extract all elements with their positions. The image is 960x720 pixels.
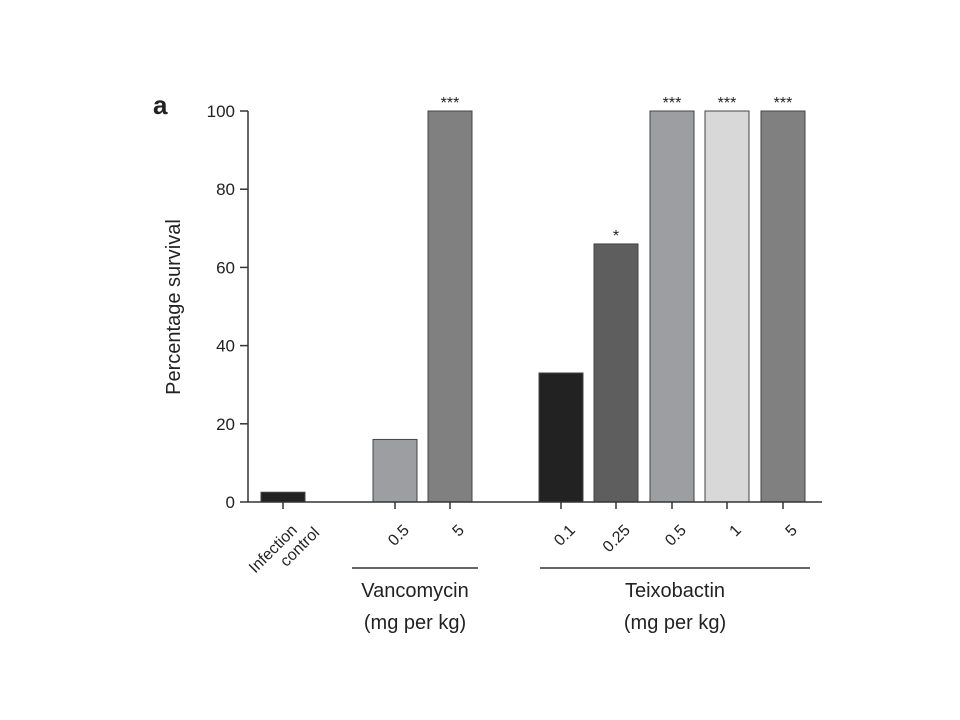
significance-label: *** <box>718 95 737 112</box>
y-axis: 0 20 40 60 80 100 <box>207 102 249 512</box>
x-tick-label: 0.1 <box>551 522 579 550</box>
x-tick-label-line: 0.5 <box>662 522 690 550</box>
significance-label: * <box>613 228 619 245</box>
bar <box>372 438 418 503</box>
group-name: Vancomycin <box>361 580 468 602</box>
group-unit: (mg per kg) <box>624 612 726 634</box>
y-tick-label: 20 <box>216 415 235 434</box>
significance-label: *** <box>441 95 460 112</box>
y-tick-label: 40 <box>216 337 235 356</box>
significance-label: *** <box>774 95 793 112</box>
bar <box>760 110 806 503</box>
group-labels: Vancomycin (mg per kg) Teixobactin (mg per … <box>352 567 810 634</box>
x-tick-label: 1 <box>727 522 745 540</box>
x-tick-label: 5 <box>450 522 468 540</box>
x-tick-label: 0.5 <box>662 522 690 550</box>
bar <box>427 110 473 503</box>
y-tick-label: 0 <box>226 493 235 512</box>
x-tick-label-line: 0.25 <box>600 522 634 556</box>
bar <box>649 110 695 503</box>
x-tick-label: 5 <box>783 522 801 540</box>
y-tick-label: 100 <box>207 102 235 121</box>
bar <box>538 372 584 503</box>
x-axis: Infectioncontrol 0.5 5 0.1 0.25 0.5 1 5 <box>246 501 822 589</box>
x-tick-label: Infectioncontrol <box>246 512 323 589</box>
bar <box>260 491 306 503</box>
panel-label: a <box>153 90 168 120</box>
y-tick-label: 80 <box>216 180 235 199</box>
x-tick-label-line: 0.1 <box>551 522 579 550</box>
x-tick-label-line: 0.5 <box>385 522 413 550</box>
y-axis-label: Percentage survival <box>163 219 185 395</box>
x-tick-label: 0.25 <box>600 522 634 556</box>
x-tick-label: 0.5 <box>385 522 413 550</box>
group-unit: (mg per kg) <box>364 612 466 634</box>
x-tick-label-line: 5 <box>450 522 468 540</box>
bar <box>593 243 639 503</box>
bars: ******* *** *** <box>260 95 806 503</box>
group-name: Teixobactin <box>625 580 725 602</box>
bar <box>704 110 750 503</box>
x-tick-label-line: 1 <box>727 522 745 540</box>
y-tick-label: 60 <box>216 258 235 277</box>
significance-label: *** <box>663 95 682 112</box>
x-tick-label-line: 5 <box>783 522 801 540</box>
